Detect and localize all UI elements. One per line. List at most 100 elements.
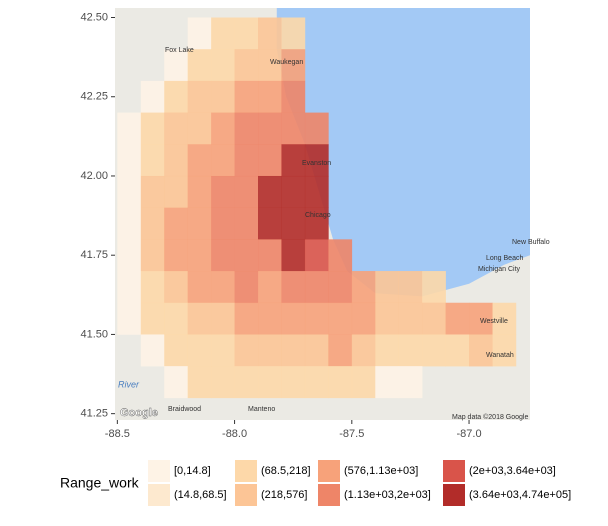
heat-cell [187, 144, 212, 177]
heat-cell [117, 271, 142, 304]
heat-cell [328, 366, 353, 399]
legend-swatch [148, 460, 170, 482]
place-label: Chicago [305, 212, 331, 219]
heat-cell [164, 239, 188, 272]
heat-cell [422, 271, 446, 304]
y-tick-label: 42.00 [80, 170, 108, 182]
place-label: Google [120, 407, 158, 419]
heat-cell [164, 175, 188, 208]
heat-cell [187, 80, 212, 113]
heat-cell [140, 302, 165, 335]
place-label: Map data ©2018 Google [452, 413, 528, 421]
heat-cell [211, 271, 235, 304]
heat-cell [328, 271, 353, 304]
heat-cell [164, 112, 188, 145]
heat-cell [258, 80, 282, 113]
heat-cell [281, 112, 306, 145]
legend-swatch [318, 484, 340, 506]
heat-cell [211, 239, 235, 272]
heat-cell [211, 112, 235, 145]
x-tick-label: -88.0 [222, 428, 247, 440]
legend-label: (2e+03,3.64e+03] [469, 465, 556, 477]
heat-cell [140, 175, 165, 208]
heat-cell [304, 271, 329, 304]
heat-cell [187, 49, 212, 82]
heat-cell [398, 302, 423, 335]
legend-label: [0,14.8] [174, 465, 211, 477]
heat-cell [234, 366, 259, 399]
legend-swatch [235, 460, 257, 482]
heat-cell [328, 239, 353, 272]
heat-cell [164, 366, 188, 399]
heat-cell [258, 175, 282, 208]
heat-cell [164, 302, 188, 335]
heat-cell [164, 144, 188, 177]
heat-cell [375, 302, 400, 335]
heat-cell [445, 302, 470, 335]
heat-cell [211, 49, 235, 82]
place-label: Waukegan [270, 59, 303, 66]
heat-cell [398, 271, 423, 304]
heat-cell [469, 302, 493, 335]
heat-cell [140, 271, 165, 304]
heat-cell [422, 334, 446, 367]
heat-cell [211, 334, 235, 367]
heat-cell [164, 271, 188, 304]
heat-cell [375, 334, 400, 367]
heat-cell [234, 112, 259, 145]
heat-cell [164, 49, 188, 82]
heat-cell [445, 334, 470, 367]
y-tick-label: 41.75 [80, 249, 108, 261]
heat-cell [234, 334, 259, 367]
y-tick-label: 41.25 [80, 408, 108, 420]
legend-swatch [318, 460, 340, 482]
heat-cell [211, 366, 235, 399]
legend-label: (576,1.13e+03] [344, 465, 418, 477]
heat-cell [234, 49, 259, 82]
heat-cell [187, 302, 212, 335]
heat-cell [234, 207, 259, 240]
heat-cell [187, 207, 212, 240]
heat-cell [469, 334, 493, 367]
x-tick-label: -87.5 [339, 428, 364, 440]
place-label: Fox Lake [165, 47, 194, 54]
heat-cell [140, 80, 165, 113]
heat-cell [211, 144, 235, 177]
legend-swatch [235, 484, 257, 506]
heat-cell [281, 207, 306, 240]
heat-cell [258, 207, 282, 240]
heat-cell [234, 239, 259, 272]
heat-cell [258, 271, 282, 304]
heat-cell [281, 302, 306, 335]
heat-cell [187, 366, 212, 399]
heat-cell [258, 302, 282, 335]
heat-cell [258, 334, 282, 367]
heat-cell [187, 239, 212, 272]
heat-cell [140, 334, 165, 367]
heat-cell [117, 112, 142, 145]
heat-cell [492, 334, 517, 367]
heat-cell [304, 334, 329, 367]
heat-cell [492, 302, 517, 335]
heat-cell [234, 175, 259, 208]
heat-cell [422, 302, 446, 335]
heat-cell [351, 271, 376, 304]
heat-cell [187, 17, 212, 50]
heat-cell [281, 175, 306, 208]
heat-cell [281, 271, 306, 304]
heat-cell [304, 207, 329, 240]
legend-swatch [443, 484, 465, 506]
heat-cell [351, 366, 376, 399]
heat-cell [281, 366, 306, 399]
heat-cell [234, 144, 259, 177]
place-label: Manteno [248, 406, 275, 413]
x-tick-label: -88.5 [105, 428, 130, 440]
heat-cell [117, 144, 142, 177]
heat-cell [140, 144, 165, 177]
heat-cell [164, 80, 188, 113]
heat-cell [234, 17, 259, 50]
heat-cell [398, 366, 423, 399]
heat-cell [211, 80, 235, 113]
heat-cell [281, 49, 306, 82]
